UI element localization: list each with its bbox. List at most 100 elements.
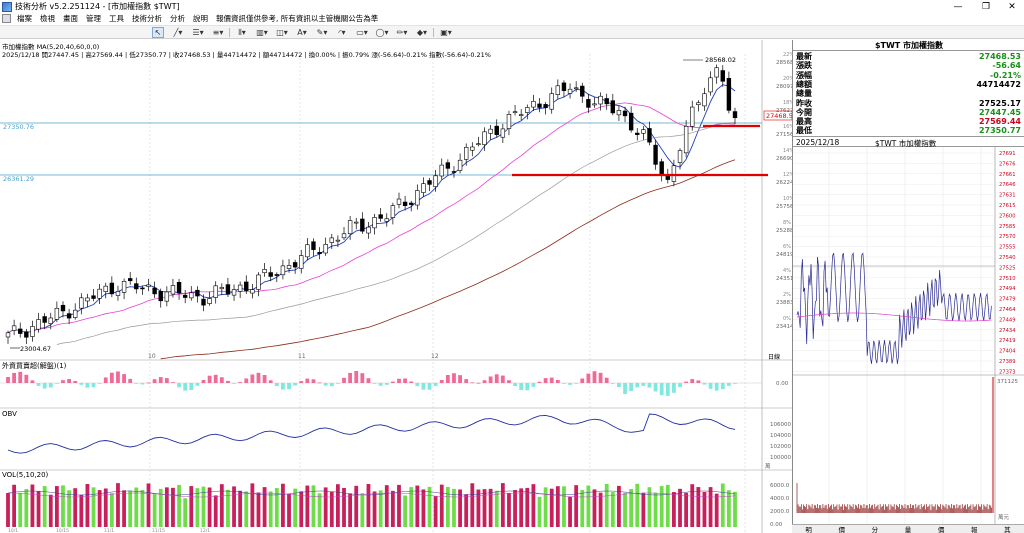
obv-series-line (7, 413, 736, 454)
candle-body (555, 85, 561, 95)
line-tool-icon[interactable]: ╱▾ (173, 28, 183, 37)
foreign-bar (250, 374, 255, 383)
quote-row-label: 漲跌 (796, 61, 812, 71)
candle-body (73, 309, 78, 318)
axis-price-tick: 28568 (776, 60, 792, 66)
chart-background (0, 40, 792, 533)
menu-help[interactable]: 說明 (193, 14, 208, 23)
candle-body (683, 126, 689, 154)
volume-bar (183, 498, 188, 527)
tick-avg-line (796, 312, 992, 322)
tick-tab[interactable]: 分 (871, 526, 879, 533)
close-button[interactable]: ✕ (1008, 1, 1016, 12)
vol-axis-tick: 6000.0 (770, 483, 790, 489)
volume-bar (42, 486, 47, 527)
candle-body (671, 165, 677, 182)
volume-bar (54, 486, 59, 527)
foreign-bar (268, 380, 273, 383)
hline-tool-icon[interactable]: ☰▾ (192, 28, 204, 37)
menu-tools[interactable]: 工具 (109, 14, 124, 23)
price-tag-box (763, 110, 792, 121)
tick-axis-label: 27494 (999, 286, 1016, 292)
tick-tab[interactable]: 價 (838, 526, 845, 533)
volume-bar (537, 496, 542, 527)
foreign-bar (672, 383, 676, 393)
foreign-bar (42, 383, 47, 389)
quote-panel: $TWT 市加權指數 最新 27468.53 漲跌 -56.64 漲幅 -0.21% 總額 4… (792, 40, 1024, 533)
foreign-bar (726, 383, 731, 386)
month-label: 11 (298, 353, 306, 360)
volume-bar (287, 493, 291, 527)
draw-tool-icon[interactable]: ✎▾ (316, 28, 328, 37)
menu-file[interactable]: 檔案 (17, 14, 32, 23)
volume-bar (427, 486, 432, 527)
candle-body (164, 291, 170, 302)
timeframe-label: 日線 (768, 353, 780, 361)
volume-bar (354, 485, 359, 527)
candle-body (354, 221, 359, 224)
volume-bar (323, 487, 328, 527)
pencil-tool-icon[interactable]: ✏▾ (396, 28, 408, 37)
foreign-bar (659, 383, 664, 396)
arc-tool-icon[interactable]: ◜▾ (338, 28, 346, 37)
foreign-bar (311, 379, 316, 383)
volume-bar (97, 490, 102, 527)
candle-body (409, 202, 414, 205)
candle-body (518, 114, 524, 116)
volume-bar (458, 489, 462, 527)
candle-body (433, 175, 438, 187)
volume-bar (158, 488, 163, 527)
foreign-bar (122, 374, 126, 383)
candle-body (372, 217, 377, 229)
foreign-bar (158, 377, 163, 383)
save-icon[interactable]: ▣▾ (440, 28, 452, 37)
axis-pct-tick: 14% (783, 148, 792, 154)
candle-body (170, 285, 176, 295)
menu-view[interactable]: 檢視 (40, 14, 55, 23)
quote-row: 今開 27447.45 (796, 108, 1021, 117)
tick-tab[interactable]: 其 (1004, 526, 1011, 533)
volume-bar (48, 494, 53, 527)
tick-tab[interactable]: 明 (805, 526, 812, 533)
volume-bar (384, 485, 389, 527)
cursor-tool-icon[interactable]: ↖ (152, 27, 164, 38)
foreign-bar (531, 383, 536, 387)
bars-tool-icon[interactable]: ▥▾ (256, 28, 268, 37)
menu-technical[interactable]: 技術分析 (132, 14, 162, 23)
quote-row-label: 總量 (796, 89, 812, 99)
marker-tool-icon[interactable]: ◆▾ (416, 28, 428, 37)
menu-analysis[interactable]: 分析 (170, 14, 185, 23)
candle-body (109, 282, 115, 295)
foreign-bar (61, 380, 65, 383)
tick-axis-label: 27419 (999, 338, 1016, 344)
text-tool-icon[interactable]: A▾ (297, 28, 307, 37)
channel-tool-icon[interactable]: ◫▾ (276, 28, 288, 37)
axis-price-tick: 26690 (776, 156, 792, 162)
tick-tab[interactable]: 報 (971, 526, 978, 533)
candle-body (622, 110, 628, 117)
quote-row: 最新 27468.53 (796, 52, 1021, 61)
axis-pct-tick: 6% (783, 244, 791, 250)
foreign-bar (500, 375, 505, 383)
vline-tool-icon[interactable]: ⦀▾ (238, 27, 246, 37)
menu-manage[interactable]: 管理 (86, 14, 101, 23)
volume-bar (519, 488, 524, 527)
volume-bar (610, 492, 615, 527)
volume-bar (311, 485, 316, 527)
candle-body (714, 67, 719, 78)
ellipse-tool-icon[interactable]: ◯▾ (375, 28, 389, 37)
restore-button[interactable]: ❐ (981, 1, 991, 12)
foreign-bar (439, 380, 444, 383)
volume-bar (348, 493, 353, 527)
rect-tool-icon[interactable]: ▭▾ (356, 28, 368, 37)
fib-tool-icon[interactable]: ≡▾ (212, 28, 224, 37)
volume-bar (262, 487, 267, 527)
menu-screen[interactable]: 畫面 (63, 14, 78, 23)
tick-tab[interactable]: 價 (937, 526, 945, 533)
tick-tab[interactable]: 量 (904, 526, 912, 533)
minimize-button[interactable]: — (953, 1, 963, 12)
candle-body (482, 131, 487, 145)
system-menu-icon[interactable] (2, 14, 11, 23)
volume-bar (116, 483, 120, 527)
tick-tabs: 明價分量價報其 (792, 524, 1024, 533)
